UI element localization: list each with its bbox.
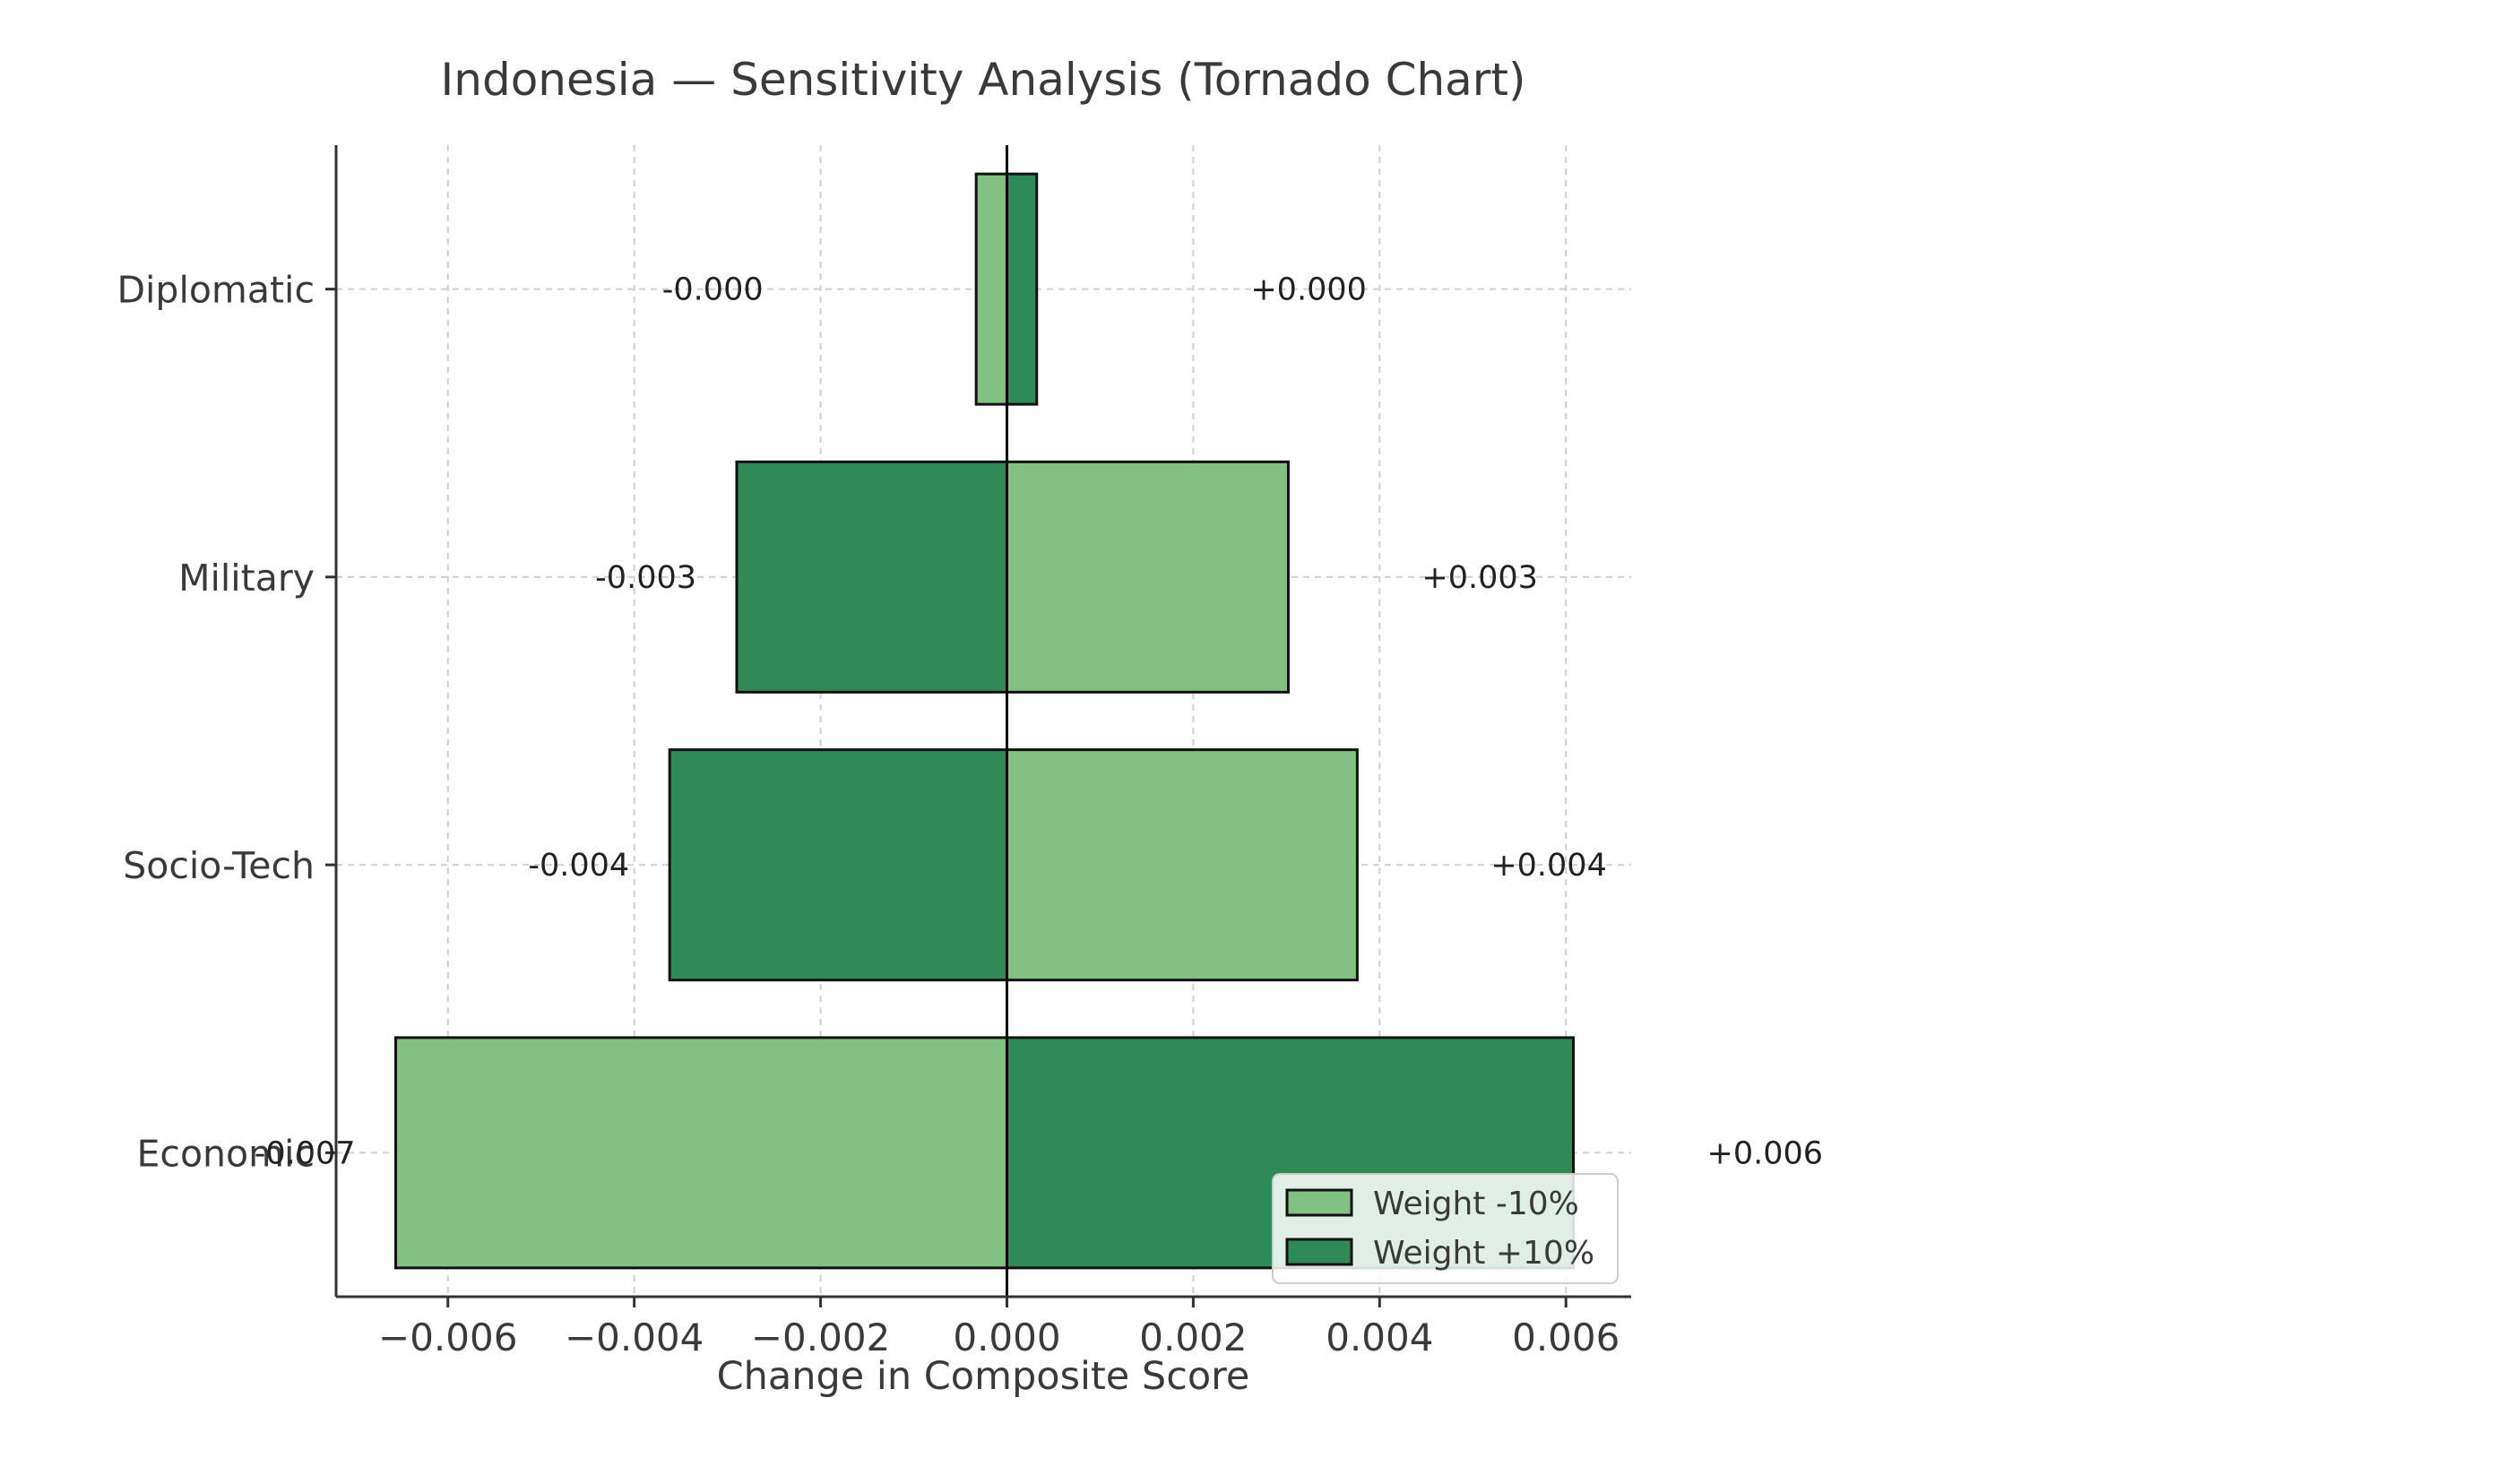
x-axis-label: Change in Composite Score [717,1354,1250,1399]
legend-box [1272,1173,1619,1284]
bar-socio-tech-weight-plus [668,748,1008,982]
x-tick-label-6: 0.006 [1512,1316,1620,1359]
y-tick-label-economic: Economic [137,1132,315,1175]
chart-title: Indonesia — Sensitivity Analysis (Tornad… [441,54,1526,106]
x-tick-label-1: −0.004 [565,1316,704,1359]
y-tick-label-military: Military [178,556,315,600]
x-tick-label-0: −0.006 [378,1316,517,1359]
bar-diplomatic-weight-plus [1005,172,1039,406]
data-label-economic-weight-plus: +0.006 [1707,1135,1824,1171]
x-tick-label-2: −0.002 [751,1316,890,1359]
data-label-socio-tech-weight-minus: +0.004 [1490,848,1607,884]
legend-swatch-weight-plus [1285,1238,1353,1266]
data-label-diplomatic-weight-minus: -0.000 [662,272,764,308]
bar-socio-tech-weight-minus [1005,748,1359,982]
ticks: −0.006 −0.004 −0.002 0.000 0.002 0.004 0.006 Di… [117,269,1620,1359]
legend-label-weight-minus: Weight -10% [1373,1186,1579,1222]
data-label-socio-tech-weight-plus: -0.004 [528,848,629,884]
x-tick-label-4: 0.002 [1139,1316,1247,1359]
legend-swatch-weight-minus [1285,1188,1353,1217]
legend: Weight -10% Weight +10% [1272,1173,1619,1284]
data-label-diplomatic-weight-plus: +0.000 [1250,272,1367,308]
data-label-economic-weight-minus: -0.007 [255,1135,356,1171]
data-label-military-weight-minus: +0.003 [1421,560,1538,596]
bar-military-weight-minus [1005,460,1290,694]
x-tick-label-5: 0.004 [1326,1316,1433,1359]
bar-military-weight-plus [735,460,1008,694]
x-tick-label-3: 0.000 [953,1316,1060,1359]
bars [394,172,1576,1270]
y-tick-label-diplomatic: Diplomatic [117,269,315,312]
axes [334,145,1631,1298]
y-tick-label-socio-tech: Socio-Tech [123,844,315,887]
legend-label-weight-plus: Weight +10% [1373,1235,1594,1272]
bar-diplomatic-weight-minus [974,172,1008,406]
data-label-military-weight-plus: -0.003 [595,560,696,596]
bar-economic-weight-minus [394,1036,1008,1270]
data-labels: -0.000 +0.003 +0.004 -0.007 +0.000 -0.003 -0.0… [255,272,1823,1172]
